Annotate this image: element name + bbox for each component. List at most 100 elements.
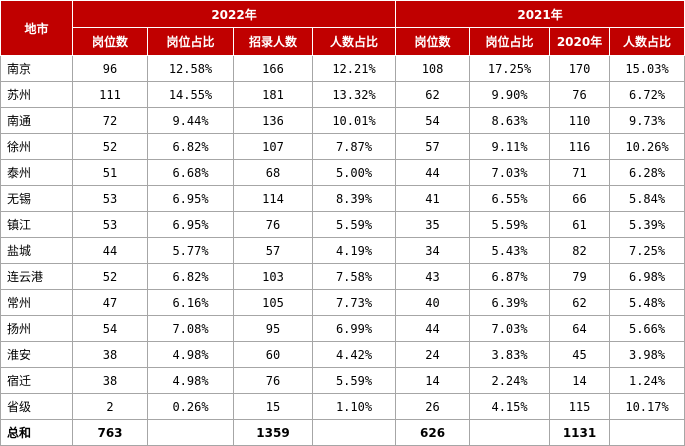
- data-cell: 7.03%: [469, 315, 551, 342]
- header-sub2021-col-2: 2020年: [549, 27, 611, 56]
- data-cell: 1.24%: [609, 367, 685, 394]
- city-cell: 徐州: [0, 133, 73, 160]
- data-cell: 10.17%: [609, 393, 685, 420]
- city-cell: 无锡: [0, 185, 73, 212]
- data-cell: 4.98%: [147, 367, 234, 394]
- city-cell: 南通: [0, 107, 73, 134]
- data-cell: 12.58%: [147, 55, 234, 82]
- data-cell: 0.26%: [147, 393, 234, 420]
- table-row: 泰州 51 6.68% 68 5.00% 44 7.03% 71 6.28%: [0, 159, 685, 186]
- data-cell: 9.11%: [469, 133, 551, 160]
- data-cell: 6.55%: [469, 185, 551, 212]
- data-cell: 5.39%: [609, 211, 685, 238]
- data-cell: 15.03%: [609, 55, 685, 82]
- data-cell: 53: [72, 211, 148, 238]
- table-row: 省级 2 0.26% 15 1.10% 26 4.15% 115 10.17%: [0, 393, 685, 420]
- data-cell: 8.63%: [469, 107, 551, 134]
- total-label: 总和: [0, 419, 73, 446]
- data-cell: 9.44%: [147, 107, 234, 134]
- total-cell: [469, 419, 551, 446]
- data-cell: 52: [72, 263, 148, 290]
- data-cell: 110: [549, 107, 611, 134]
- data-cell: 5.59%: [469, 211, 551, 238]
- data-cell: 5.77%: [147, 237, 234, 264]
- table-row: 徐州 52 6.82% 107 7.87% 57 9.11% 116 10.26%: [0, 133, 685, 160]
- data-cell: 7.25%: [609, 237, 685, 264]
- data-cell: 10.26%: [609, 133, 685, 160]
- data-cell: 26: [395, 393, 471, 420]
- data-cell: 71: [549, 159, 611, 186]
- data-cell: 2: [72, 393, 148, 420]
- data-cell: 6.98%: [609, 263, 685, 290]
- data-cell: 41: [395, 185, 471, 212]
- data-cell: 9.73%: [609, 107, 685, 134]
- data-cell: 12.21%: [311, 55, 397, 82]
- data-cell: 5.59%: [311, 211, 397, 238]
- data-cell: 114: [233, 185, 313, 212]
- data-cell: 35: [395, 211, 471, 238]
- total-cell: 626: [395, 419, 471, 446]
- data-cell: 54: [72, 315, 148, 342]
- data-cell: 54: [395, 107, 471, 134]
- data-cell: 6.87%: [469, 263, 551, 290]
- data-cell: 76: [233, 367, 313, 394]
- data-cell: 6.16%: [147, 289, 234, 316]
- data-cell: 6.28%: [609, 159, 685, 186]
- data-cell: 62: [549, 289, 611, 316]
- data-cell: 38: [72, 341, 148, 368]
- header-sub2021-col-0: 岗位数: [395, 27, 471, 56]
- data-cell: 181: [233, 81, 313, 108]
- data-cell: 6.72%: [609, 81, 685, 108]
- data-cell: 166: [233, 55, 313, 82]
- table-row: 南京 96 12.58% 166 12.21% 108 17.25% 170 15.03%: [0, 55, 685, 82]
- data-cell: 4.98%: [147, 341, 234, 368]
- table-row: 无锡 53 6.95% 114 8.39% 41 6.55% 66 5.84%: [0, 185, 685, 212]
- data-cell: 51: [72, 159, 148, 186]
- data-cell: 115: [549, 393, 611, 420]
- header-sub2022-col-0: 岗位数: [72, 27, 148, 56]
- data-cell: 61: [549, 211, 611, 238]
- header-sub2021-col-3: 人数占比: [609, 27, 685, 56]
- data-cell: 34: [395, 237, 471, 264]
- data-cell: 40: [395, 289, 471, 316]
- header-sub2022-col-3: 人数占比: [311, 27, 397, 56]
- city-cell: 淮安: [0, 341, 73, 368]
- data-cell: 47: [72, 289, 148, 316]
- data-cell: 1.10%: [311, 393, 397, 420]
- data-cell: 105: [233, 289, 313, 316]
- data-cell: 15: [233, 393, 313, 420]
- data-cell: 6.99%: [311, 315, 397, 342]
- data-cell: 3.83%: [469, 341, 551, 368]
- data-cell: 64: [549, 315, 611, 342]
- data-cell: 5.43%: [469, 237, 551, 264]
- data-cell: 5.48%: [609, 289, 685, 316]
- data-cell: 6.95%: [147, 211, 234, 238]
- data-cell: 116: [549, 133, 611, 160]
- data-cell: 103: [233, 263, 313, 290]
- table-row: 苏州 111 14.55% 181 13.32% 62 9.90% 76 6.72%: [0, 81, 685, 108]
- data-cell: 14.55%: [147, 81, 234, 108]
- data-cell: 82: [549, 237, 611, 264]
- data-cell: 136: [233, 107, 313, 134]
- data-cell: 6.82%: [147, 133, 234, 160]
- data-cell: 62: [395, 81, 471, 108]
- data-cell: 38: [72, 367, 148, 394]
- data-cell: 107: [233, 133, 313, 160]
- table-row: 淮安 38 4.98% 60 4.42% 24 3.83% 45 3.98%: [0, 341, 685, 368]
- city-cell: 盐城: [0, 237, 73, 264]
- data-cell: 79: [549, 263, 611, 290]
- data-cell: 4.15%: [469, 393, 551, 420]
- table-row: 常州 47 6.16% 105 7.73% 40 6.39% 62 5.48%: [0, 289, 685, 316]
- table-row: 南通 72 9.44% 136 10.01% 54 8.63% 110 9.73%: [0, 107, 685, 134]
- data-cell: 60: [233, 341, 313, 368]
- city-cell: 连云港: [0, 263, 73, 290]
- city-cell: 苏州: [0, 81, 73, 108]
- data-cell: 7.58%: [311, 263, 397, 290]
- data-cell: 13.32%: [311, 81, 397, 108]
- data-cell: 72: [72, 107, 148, 134]
- data-cell: 6.68%: [147, 159, 234, 186]
- header-group-2021: 2021年: [395, 0, 685, 28]
- table-footer: 总和 763 1359 626 1131: [0, 419, 685, 446]
- city-cell: 省级: [0, 393, 73, 420]
